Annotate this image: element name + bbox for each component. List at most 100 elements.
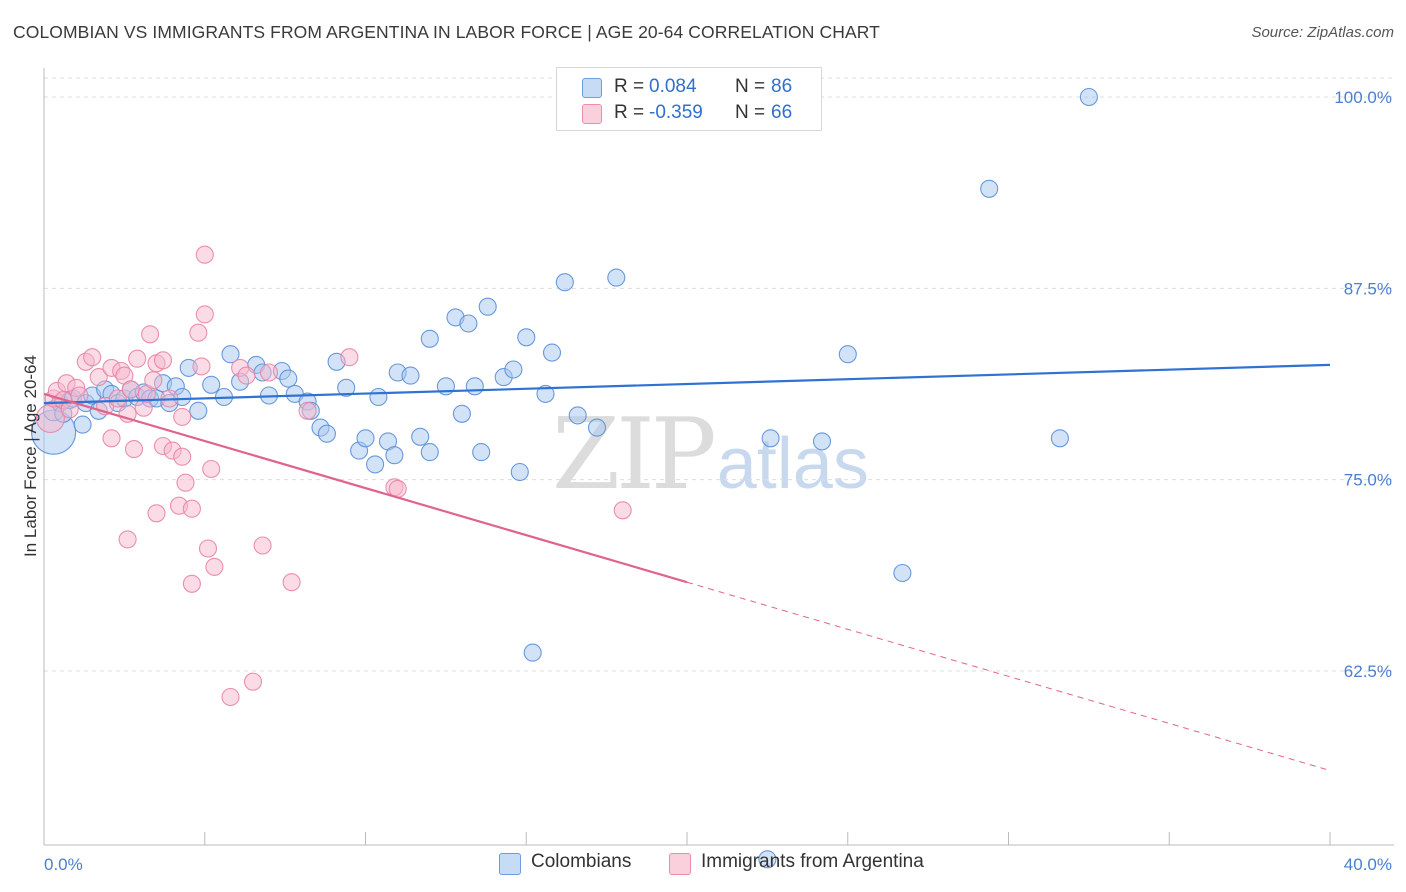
argentina-point bbox=[108, 389, 127, 408]
colombians-point bbox=[221, 345, 240, 364]
argentina-point bbox=[237, 366, 256, 385]
colombians-trend-line bbox=[43, 363, 1331, 405]
x-tick-label: 40.0% bbox=[1344, 855, 1392, 874]
legend-r-label: R = bbox=[614, 102, 645, 123]
y-tick-label: 75.0% bbox=[1344, 471, 1392, 490]
argentina-point bbox=[192, 357, 211, 376]
colombians-point bbox=[478, 297, 497, 316]
legend-r-value: 0.084 bbox=[649, 76, 697, 97]
argentina-point bbox=[176, 473, 195, 492]
colombians-point bbox=[893, 563, 912, 583]
argentina-point bbox=[173, 407, 192, 426]
colombians-point bbox=[1079, 87, 1098, 107]
argentina-point bbox=[118, 530, 137, 549]
legend-row-argentina: R = -0.359 N = 66 bbox=[557, 101, 821, 127]
y-tick-labels: 62.5% 75.0% 87.5% 100.0% bbox=[1334, 88, 1392, 681]
argentina-point bbox=[202, 459, 221, 479]
colombians-point bbox=[356, 429, 375, 448]
colombians-point bbox=[607, 268, 626, 287]
argentina-point bbox=[89, 368, 108, 387]
colombians-point bbox=[459, 314, 478, 333]
colombians-point bbox=[366, 455, 385, 474]
colombians-point bbox=[758, 850, 777, 869]
colombians-point bbox=[504, 360, 523, 379]
watermark-atlas: atlas bbox=[716, 424, 869, 504]
argentina-point bbox=[205, 557, 224, 576]
argentina-point bbox=[173, 447, 192, 466]
argentina-point bbox=[83, 348, 102, 367]
colombians-point bbox=[452, 404, 471, 423]
y-tick-label: 100.0% bbox=[1334, 88, 1392, 107]
legend-r-label: R = bbox=[614, 76, 645, 97]
colombians-point bbox=[472, 443, 491, 462]
legend-label-colombians: Colombians bbox=[531, 851, 632, 872]
axes bbox=[43, 68, 1394, 846]
argentina-point bbox=[182, 499, 201, 518]
argentina-point bbox=[147, 504, 166, 523]
colombians-point bbox=[202, 375, 221, 394]
argentina-point bbox=[124, 440, 144, 459]
colombians-point bbox=[385, 446, 404, 465]
legend-n-value: 86 bbox=[771, 76, 793, 97]
y-axis-label: In Labor Force | Age 20-64 bbox=[21, 355, 40, 557]
argentina-trend-line bbox=[43, 392, 688, 584]
argentina-point bbox=[243, 672, 263, 691]
x-tick-labels: 0.0% 40.0% bbox=[44, 855, 1392, 874]
colombians-point bbox=[420, 443, 439, 462]
argentina-point bbox=[153, 351, 173, 370]
argentina-point bbox=[282, 573, 301, 592]
colombians-point bbox=[587, 418, 607, 437]
argentina-point bbox=[144, 371, 163, 390]
y-tick-label: 62.5% bbox=[1344, 662, 1392, 681]
legend-swatch-pink bbox=[582, 104, 602, 124]
colombians-point bbox=[542, 343, 562, 362]
chart-title: COLOMBIAN VS IMMIGRANTS FROM ARGENTINA I… bbox=[13, 22, 880, 42]
argentina-point bbox=[259, 363, 279, 382]
correlation-legend: R = 0.084 N = 86 R = -0.359 N = 66 bbox=[556, 67, 822, 131]
argentina-point bbox=[195, 245, 214, 264]
argentina-point bbox=[298, 401, 317, 420]
colombians-point bbox=[812, 432, 832, 451]
argentina-point bbox=[182, 574, 201, 593]
series-legend: Colombians Immigrants from Argentina bbox=[0, 851, 1406, 877]
argentina-point bbox=[253, 536, 272, 555]
x-ticks bbox=[204, 832, 1331, 845]
colombians-point bbox=[838, 345, 857, 364]
colombians-point bbox=[411, 427, 430, 446]
argentina-point bbox=[102, 429, 121, 448]
colombians-point bbox=[510, 462, 529, 482]
watermark: ZIPatlas bbox=[552, 398, 869, 512]
legend-n-label: N = bbox=[735, 102, 766, 123]
colombians-point bbox=[401, 366, 420, 385]
colombians-point bbox=[761, 429, 780, 448]
legend-swatch-colombians bbox=[499, 853, 521, 875]
legend-r-value: -0.359 bbox=[649, 102, 703, 123]
colombians-point bbox=[420, 329, 439, 348]
argentina-point bbox=[340, 348, 359, 367]
colombians-point bbox=[369, 387, 388, 407]
argentina-point bbox=[195, 305, 214, 324]
colombians-point bbox=[317, 424, 336, 443]
colombians-point bbox=[568, 406, 587, 425]
colombians-point bbox=[555, 273, 574, 292]
colombians-point bbox=[189, 401, 208, 420]
legend-swatch-blue bbox=[582, 78, 602, 98]
argentina-point bbox=[141, 325, 160, 344]
legend-row-colombians: R = 0.084 N = 86 bbox=[557, 75, 821, 101]
argentina-point bbox=[128, 349, 147, 368]
argentina-point bbox=[221, 687, 240, 707]
colombians-point bbox=[536, 384, 555, 403]
argentina-point bbox=[198, 539, 218, 558]
legend-n-label: N = bbox=[735, 76, 766, 97]
legend-label-argentina: Immigrants from Argentina bbox=[701, 851, 924, 872]
colombians-point bbox=[337, 378, 356, 397]
trend-lines bbox=[43, 363, 1331, 771]
x-tick-label: 0.0% bbox=[44, 855, 83, 874]
colombians-point bbox=[465, 377, 484, 396]
colombians-point bbox=[517, 328, 536, 347]
colombians-point bbox=[980, 179, 999, 198]
colombians-point bbox=[523, 643, 542, 662]
source-credit: Source: ZipAtlas.com bbox=[1251, 24, 1394, 41]
legend-n-value: 66 bbox=[771, 102, 793, 123]
